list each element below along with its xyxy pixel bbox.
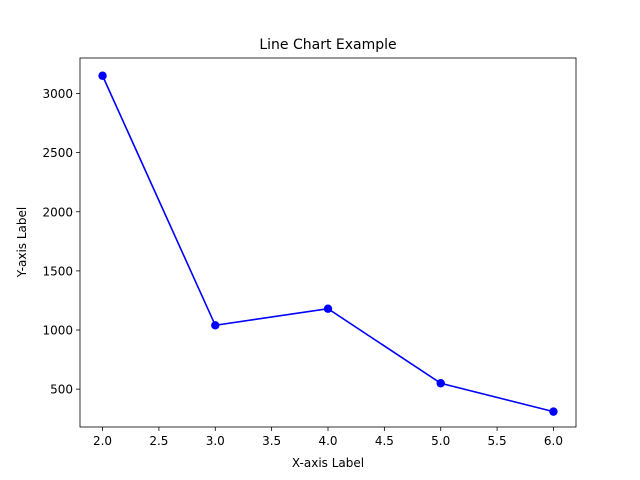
x-tick-label: 5.5 [488,434,507,448]
y-tick-label: 3000 [42,87,73,101]
x-tick-label: 4.5 [375,434,394,448]
axes-frame [79,57,577,428]
x-tick-label: 3.0 [206,434,225,448]
x-tick-label: 3.5 [262,434,281,448]
data-point [211,321,220,330]
x-tick-label: 5.0 [431,434,450,448]
data-point [436,379,445,388]
x-tick-label: 4.0 [318,434,337,448]
data-point [549,407,558,416]
y-tick-label: 1000 [42,324,73,338]
data-point [323,304,333,313]
x-axis-title: X-axis Label [292,456,364,470]
series-line [101,75,554,413]
data-point [98,71,107,80]
x-tick-label: 2.0 [93,434,112,448]
plot-area [79,57,577,428]
y-tick-label: 2500 [42,146,73,160]
y-axis-title: Y-axis Label [15,207,29,278]
x-tick-label: 2.5 [149,434,168,448]
chart-title: Line Chart Example [259,37,396,53]
y-tick-label: 2000 [42,205,73,219]
x-tick-label: 6.0 [544,434,563,448]
y-tick-label: 500 [50,383,73,397]
axis-ticks: 2.0 2.5 3.0 3.5 4.0 4.5 5.0 5.5 6.0 500 1000 1500 20… [42,87,563,448]
y-tick-label: 1500 [42,264,73,278]
